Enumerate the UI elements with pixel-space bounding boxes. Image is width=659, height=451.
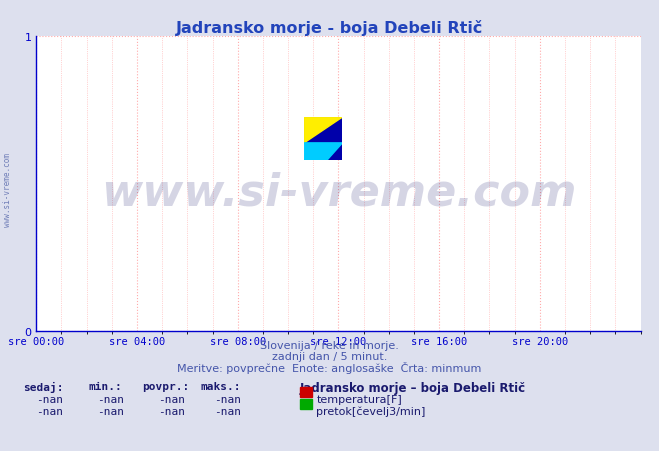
Polygon shape <box>304 143 343 161</box>
Text: sedaj:: sedaj: <box>23 381 63 392</box>
Text: www.si-vreme.com: www.si-vreme.com <box>3 152 13 226</box>
Text: -nan: -nan <box>158 406 185 416</box>
Text: -nan: -nan <box>158 394 185 404</box>
Text: Jadransko morje - boja Debeli Rtič: Jadransko morje - boja Debeli Rtič <box>176 20 483 36</box>
Text: -nan: -nan <box>36 394 63 404</box>
Polygon shape <box>304 118 343 161</box>
Text: min.:: min.: <box>89 381 123 391</box>
Text: maks.:: maks.: <box>201 381 241 391</box>
Text: -nan: -nan <box>97 394 124 404</box>
Text: zadnji dan / 5 minut.: zadnji dan / 5 minut. <box>272 351 387 361</box>
Text: -nan: -nan <box>36 406 63 416</box>
Text: Slovenija / reke in morje.: Slovenija / reke in morje. <box>260 341 399 350</box>
Text: Jadransko morje – boja Debeli Rtič: Jadransko morje – boja Debeli Rtič <box>300 381 526 394</box>
Text: -nan: -nan <box>214 406 241 416</box>
Text: povpr.:: povpr.: <box>142 381 189 391</box>
Text: temperatura[F]: temperatura[F] <box>316 394 402 404</box>
Polygon shape <box>304 118 343 143</box>
Text: Meritve: povprečne  Enote: anglosaške  Črta: minmum: Meritve: povprečne Enote: anglosaške Črt… <box>177 361 482 373</box>
Text: pretok[čevelj3/min]: pretok[čevelj3/min] <box>316 406 426 416</box>
Text: -nan: -nan <box>214 394 241 404</box>
Text: www.si-vreme.com: www.si-vreme.com <box>101 172 576 215</box>
Text: -nan: -nan <box>97 406 124 416</box>
